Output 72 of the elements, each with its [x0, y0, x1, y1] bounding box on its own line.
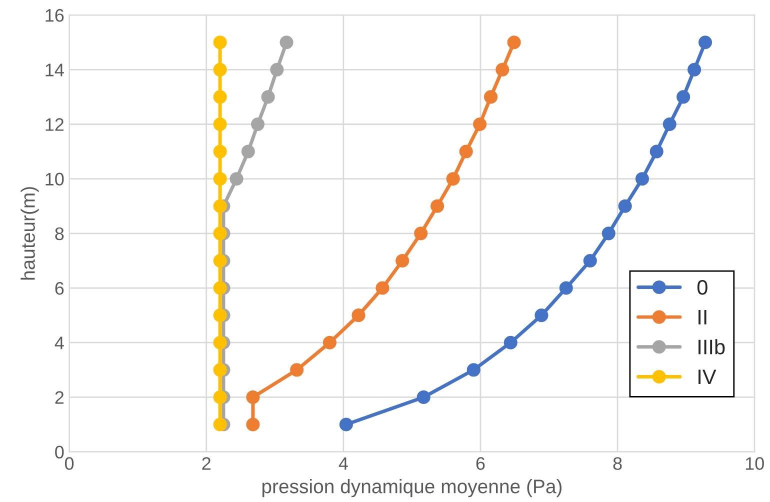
point: [473, 117, 487, 132]
y-tick-label: 4: [54, 336, 64, 350]
point: [230, 172, 244, 186]
point: [446, 172, 460, 186]
point: [213, 36, 227, 50]
point: [213, 117, 227, 132]
point: [213, 62, 227, 76]
point: [261, 90, 275, 104]
point: [602, 226, 616, 240]
point: [484, 90, 498, 104]
point: [241, 144, 255, 158]
point: [618, 199, 632, 213]
y-tick-label: 14: [46, 64, 64, 76]
y-axis-title: hauteur(m): [20, 187, 39, 280]
y-tick-label: 12: [46, 118, 64, 131]
point: [290, 363, 304, 377]
y-tick-label: 0: [55, 446, 64, 459]
y-tick-label: 16: [46, 8, 64, 22]
x-tick-label: 0: [64, 457, 74, 470]
point: [396, 254, 410, 268]
y-tick-label: 2: [55, 391, 64, 404]
point: [414, 226, 428, 240]
point: [376, 281, 390, 295]
x-tick-label: 10: [746, 457, 764, 470]
point: [416, 390, 430, 404]
point: [322, 336, 336, 350]
point: [466, 363, 480, 377]
point: [339, 418, 353, 432]
y-tick-label: 6: [55, 282, 64, 295]
y-tick-label: 8: [55, 227, 64, 240]
legend-label: IIIb: [698, 339, 725, 354]
point: [213, 336, 227, 350]
x-axis-title: pression dynamique moyenne (Pa): [262, 479, 562, 498]
legend-label: IV: [698, 370, 716, 384]
point: [213, 308, 227, 322]
legend-label: II: [698, 310, 706, 324]
point: [246, 390, 260, 404]
point: [213, 226, 227, 240]
x-tick-label: 8: [613, 457, 622, 470]
point: [698, 36, 712, 50]
point: [559, 281, 573, 295]
point: [280, 36, 294, 50]
point: [662, 117, 676, 132]
point: [213, 254, 227, 268]
point: [459, 144, 473, 158]
point: [213, 281, 227, 295]
point: [676, 90, 690, 104]
point: [213, 390, 227, 404]
point: [213, 363, 227, 377]
point: [213, 144, 227, 158]
point: [213, 172, 227, 186]
point: [688, 62, 702, 76]
point: [270, 62, 284, 76]
legend-label: 0: [697, 280, 708, 295]
point: [213, 418, 227, 432]
point: [583, 254, 597, 268]
point: [213, 90, 227, 104]
point: [534, 308, 548, 322]
point: [352, 308, 366, 322]
point: [507, 36, 521, 50]
point: [496, 62, 510, 76]
y-tick-label: 10: [46, 172, 64, 186]
point: [430, 199, 444, 213]
point: [213, 199, 227, 213]
x-tick-label: 6: [476, 457, 485, 470]
point: [246, 418, 260, 432]
point: [504, 336, 518, 350]
point: [635, 172, 649, 186]
x-tick-label: 4: [338, 457, 348, 470]
point: [250, 117, 265, 132]
x-tick-label: 2: [202, 457, 210, 470]
point: [650, 144, 664, 158]
